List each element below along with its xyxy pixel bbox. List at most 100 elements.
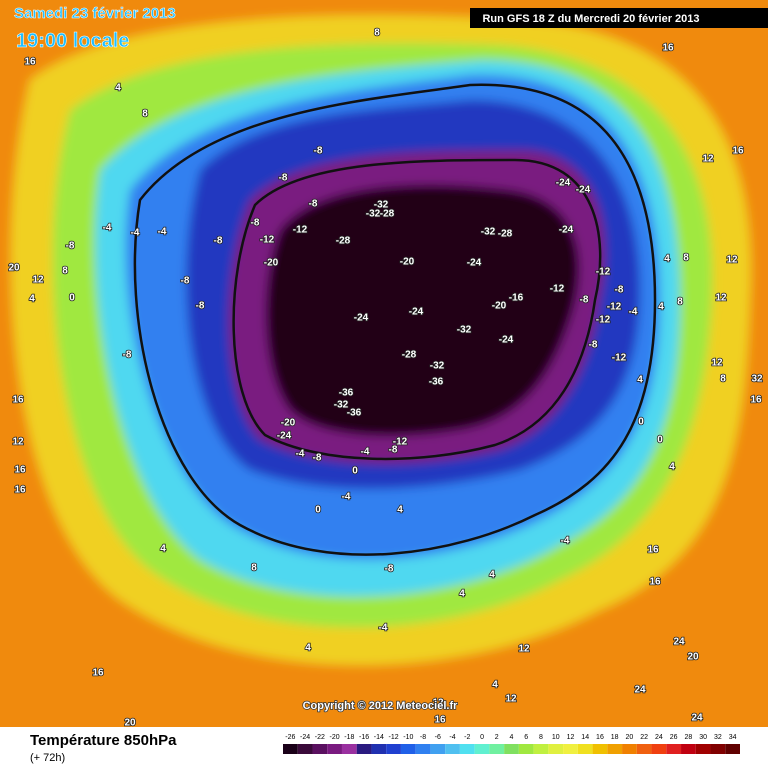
contour-label: 20	[124, 718, 136, 729]
footer-title: Température 850hPa	[30, 732, 177, 749]
contour-label: -32	[481, 227, 496, 238]
legend-swatch	[341, 744, 357, 754]
contour-label: 16	[647, 545, 659, 556]
legend-swatch	[459, 744, 475, 754]
contour-label: -24	[409, 307, 424, 318]
contour-label: 0	[69, 293, 75, 304]
contour-label: 4	[397, 505, 403, 516]
contour-label: -20	[281, 418, 296, 429]
contour-label: 20	[8, 263, 20, 274]
contour-label: 4	[115, 83, 121, 94]
legend-tick-label: -2	[464, 734, 470, 741]
contour-label: -20	[400, 257, 415, 268]
legend-tick-label: 10	[552, 734, 560, 741]
contour-label: 16	[14, 485, 26, 496]
contour-label: -12	[607, 302, 622, 313]
contour-label: -4	[379, 623, 388, 634]
run-box	[470, 8, 768, 28]
contour-label: -28	[402, 350, 417, 361]
contour-label: -4	[342, 492, 351, 503]
contour-label: 0	[638, 417, 644, 428]
legend-swatch	[297, 744, 313, 754]
contour-label: -12	[293, 225, 308, 236]
contour-label: 0	[657, 435, 663, 446]
contour-label: -24	[556, 178, 571, 189]
legend-tick-label: 34	[729, 734, 737, 741]
date: Samedi 23 février 2013	[14, 5, 176, 22]
contour-label: -8	[66, 241, 75, 252]
contour-label: 8	[251, 563, 257, 574]
contour-label: -24	[277, 431, 292, 442]
contour-label: -12	[612, 353, 627, 364]
contour-label: -8	[123, 350, 132, 361]
contour-label: -8	[615, 285, 624, 296]
legend-tick-label: 0	[480, 734, 484, 741]
legend-swatch	[636, 744, 652, 754]
contour-label: -16	[509, 293, 524, 304]
legend-tick-label: 14	[581, 734, 589, 741]
contour-label: -8	[314, 146, 323, 157]
legend-tick-label: 22	[640, 734, 648, 741]
legend-tick-label: 16	[596, 734, 604, 741]
contour-label: 4	[160, 544, 166, 555]
legend-swatch	[666, 744, 682, 754]
legend-swatch	[681, 744, 696, 754]
contour-label: 4	[669, 462, 675, 473]
contour-label: 8	[142, 109, 148, 120]
contour-label: -4	[361, 447, 370, 458]
contour-label: -24	[499, 335, 514, 346]
contour-label: 4	[637, 375, 643, 386]
legend-swatch	[371, 744, 387, 754]
contour-label: -36	[347, 408, 362, 419]
legend-tick-label: -24	[300, 734, 310, 741]
contour-label: 12	[702, 154, 714, 165]
contour-label: -12	[393, 437, 408, 448]
legend-swatch	[725, 744, 740, 754]
contour-label: 24	[673, 637, 685, 648]
contour-label: 8	[62, 266, 68, 277]
contour-label: -20	[264, 258, 279, 269]
contour-label: -32	[457, 325, 472, 336]
contour-label: 12	[518, 644, 530, 655]
contour-label: -28	[498, 229, 513, 240]
legend-swatch	[312, 744, 328, 754]
contour-label: -12	[596, 315, 611, 326]
contour-label: 16	[649, 577, 661, 588]
legend-tick-label: 30	[699, 734, 707, 741]
contour-label: 16	[732, 146, 744, 157]
contour-label: -8	[309, 199, 318, 210]
contour-label: -8	[389, 445, 398, 456]
contour-label: 4	[489, 570, 495, 581]
legend-swatch	[577, 744, 593, 754]
contour-label: -4	[296, 449, 305, 460]
contour-label: 4	[459, 589, 465, 600]
legend-tick-label: -12	[389, 734, 399, 741]
contour-label: -28	[380, 209, 395, 220]
contour-label: -8	[385, 564, 394, 575]
contour-label: 0	[315, 505, 321, 516]
contour-label: 4	[492, 680, 498, 691]
contour-label: 16	[12, 395, 24, 406]
color-legend: -26 -24 -22 -20 -18 -16 -14 -12 -10 -8 -6 -4 -2 0 2 4 6 8…	[283, 734, 740, 754]
legend-tick-label: 32	[714, 734, 722, 741]
legend-tick-label: -10	[403, 734, 413, 741]
contour-label: 4	[664, 254, 670, 265]
legend-tick-label: -4	[449, 734, 455, 741]
legend-swatch	[607, 744, 623, 754]
contour-label: 8	[683, 253, 689, 264]
contour-label: -32	[334, 400, 349, 411]
contour-label: 12	[726, 255, 738, 266]
contour-label: -20	[492, 301, 507, 312]
local-time: 19:00 locale	[16, 30, 129, 52]
contour-label: 8	[374, 28, 380, 39]
contour-label: 12	[432, 698, 444, 709]
contour-label: -12	[260, 235, 275, 246]
contour-label: -12	[550, 284, 565, 295]
legend-tick-label: -22	[315, 734, 325, 741]
contour-label: -8	[279, 173, 288, 184]
legend-tick-label: -6	[435, 734, 441, 741]
legend-swatch	[400, 744, 416, 754]
